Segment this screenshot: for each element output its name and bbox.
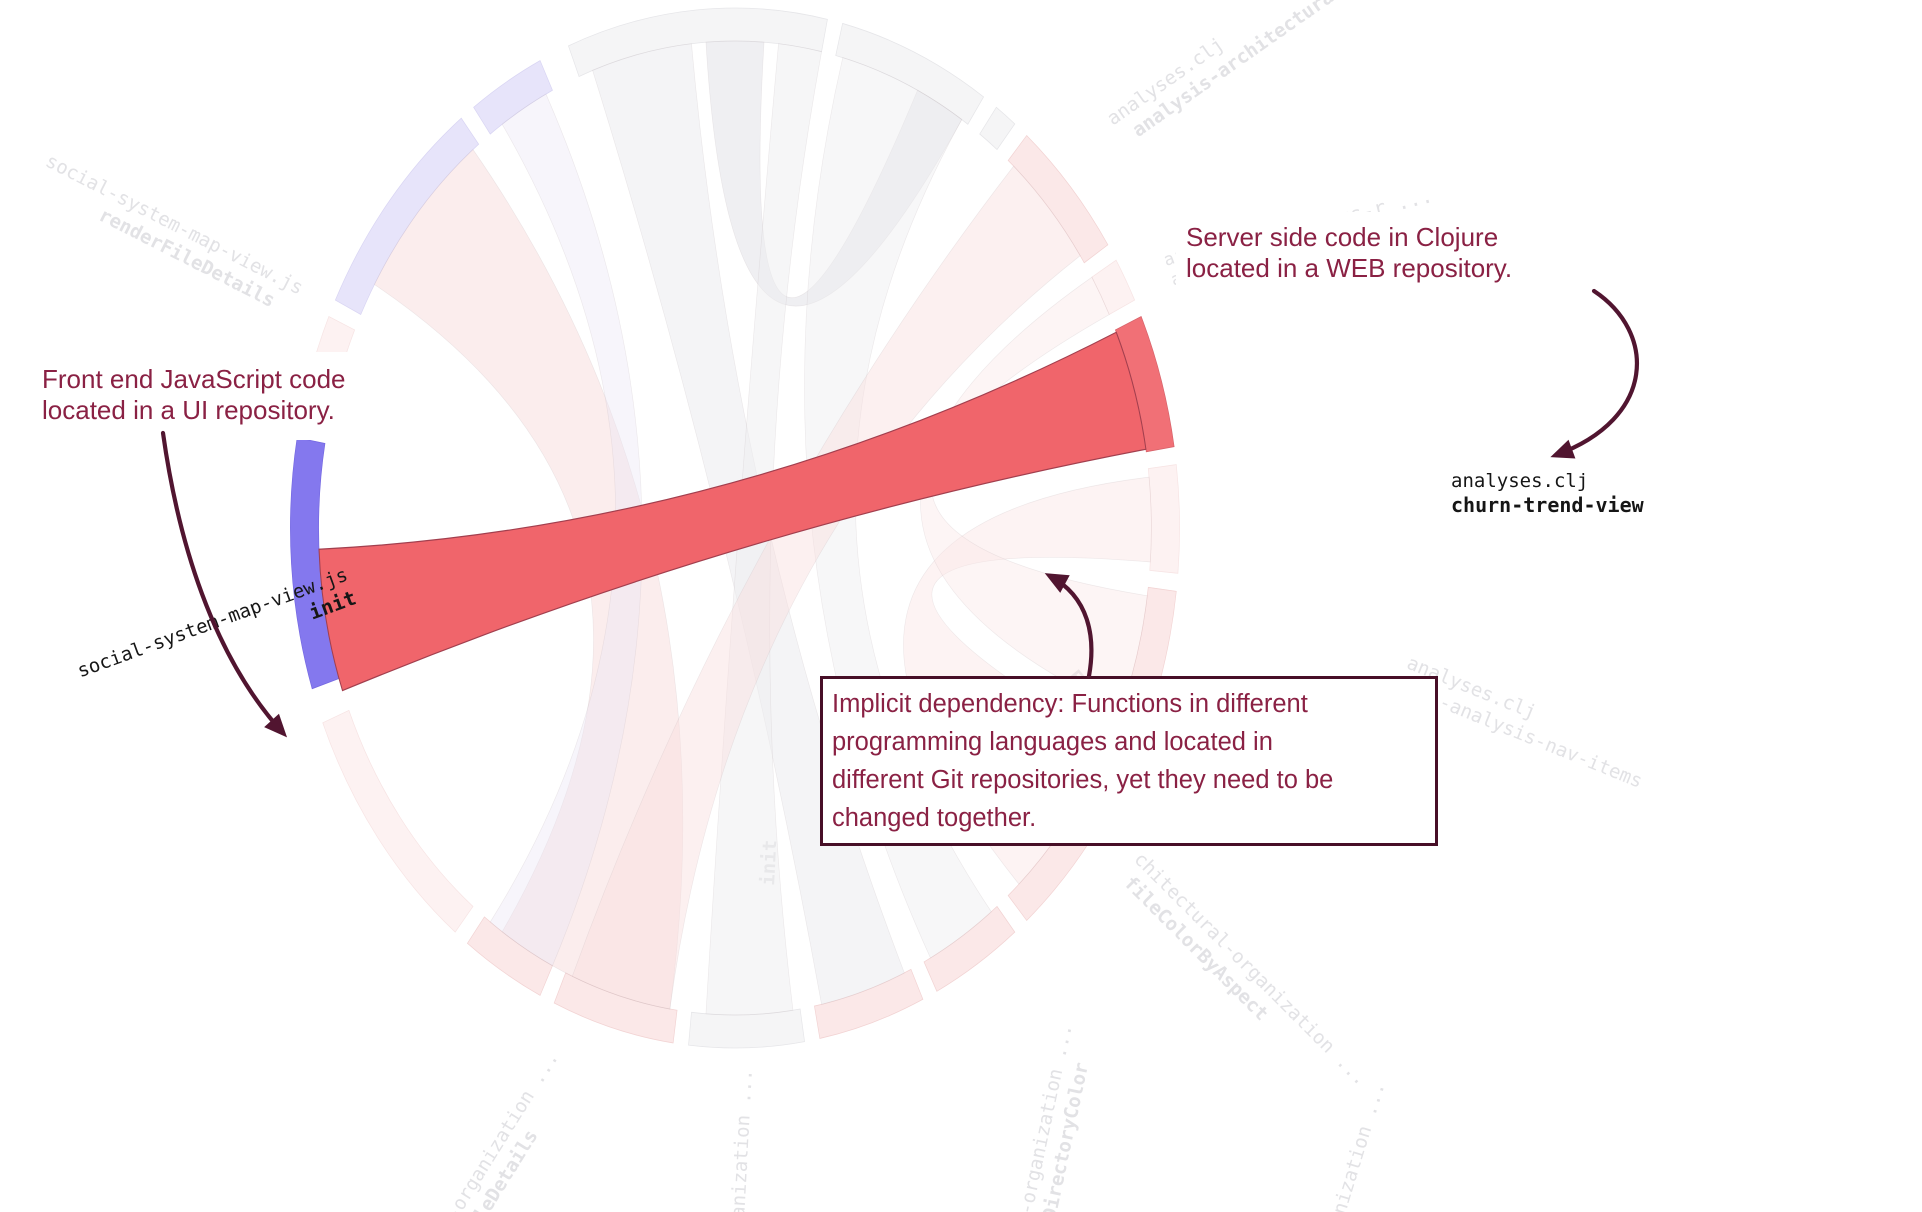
- annotation-front-end: Front end JavaScript code located in a U…: [30, 352, 358, 440]
- faint-chord-1: [489, 93, 643, 967]
- arc-segment-3[interactable]: [835, 22, 985, 125]
- arc-segment-11[interactable]: [923, 905, 1016, 992]
- annotation-server-side-line2: located in a WEB repository.: [1186, 253, 1513, 283]
- annotation-implicit-line2: programming languages and located in: [832, 728, 1273, 756]
- arc-segment-0[interactable]: [334, 117, 480, 316]
- annotation-implicit-line1: Implicit dependency: Functions in differ…: [832, 690, 1308, 718]
- annotation-server-side: Server side code in Clojure located in a…: [1176, 212, 1523, 296]
- annotation-implicit-dependency: Implicit dependency: Functions in differ…: [820, 676, 1438, 846]
- churn-file-name: analyses.clj: [1451, 470, 1589, 492]
- label-churn-trend-view[interactable]: analyses.clj churn-trend-view: [1451, 469, 1644, 517]
- arc-segment-16[interactable]: [322, 709, 474, 933]
- arc-segment-8[interactable]: [1147, 464, 1180, 574]
- annotation-implicit-line4: changed together.: [832, 804, 1037, 832]
- implicit-dependency-chord[interactable]: [318, 331, 1147, 692]
- annotation-implicit-line3: different Git repositories, yet they nee…: [832, 766, 1334, 794]
- arc-segment-4[interactable]: [979, 106, 1016, 151]
- annotation-front-end-line2: located in a UI repository.: [42, 395, 335, 425]
- annotation-server-side-line1: Server side code in Clojure: [1186, 222, 1499, 252]
- arc-segment-5[interactable]: [1007, 134, 1109, 264]
- churn-function-name: churn-trend-view: [1451, 493, 1644, 517]
- arc-segment-1[interactable]: [473, 60, 553, 135]
- arc-segment-6[interactable]: [1091, 259, 1136, 316]
- annotation-front-end-line1: Front end JavaScript code: [42, 364, 346, 394]
